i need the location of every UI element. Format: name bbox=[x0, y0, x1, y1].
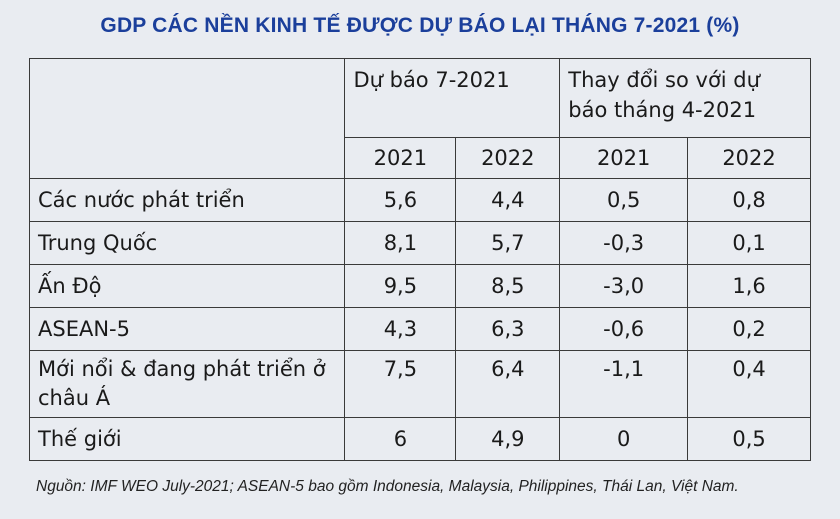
table-cell: 4,9 bbox=[455, 417, 561, 461]
column-header: 2022 bbox=[455, 137, 561, 179]
table-cell: 0,5 bbox=[687, 417, 811, 461]
table-cell: -1,1 bbox=[559, 350, 689, 418]
table-cell: 0,8 bbox=[687, 178, 811, 222]
table-cell: 6 bbox=[344, 417, 457, 461]
table-cell: 8,1 bbox=[344, 221, 457, 265]
row-label: Mới nổi & đang phát triển ở châu Á bbox=[28, 350, 346, 418]
table-cell: 4,3 bbox=[344, 307, 457, 351]
table-cell: 4,4 bbox=[455, 178, 561, 222]
row-label: Thế giới bbox=[28, 417, 346, 461]
table-cell: 1,6 bbox=[687, 264, 811, 308]
table-cell: 0 bbox=[559, 417, 689, 461]
table-cell: 6,4 bbox=[455, 350, 561, 418]
table-cell: 0,2 bbox=[687, 307, 811, 351]
table-cell: 8,5 bbox=[455, 264, 561, 308]
table-row: Ấn Độ 9,5 8,5 -3,0 1,6 bbox=[28, 264, 811, 308]
table-row: Các nước phát triển 5,6 4,4 0,5 0,8 bbox=[28, 178, 811, 222]
row-label: Trung Quốc bbox=[28, 221, 346, 265]
table-cell: 5,6 bbox=[344, 178, 457, 222]
table-cell: 6,3 bbox=[455, 307, 561, 351]
row-label: Ấn Độ bbox=[28, 264, 346, 308]
column-header: 2021 bbox=[344, 137, 457, 179]
table-row: Trung Quốc 8,1 5,7 -0,3 0,1 bbox=[28, 221, 811, 265]
row-label: ASEAN-5 bbox=[28, 307, 346, 351]
table-cell: 9,5 bbox=[344, 264, 457, 308]
chart-title: GDP CÁC NỀN KINH TẾ ĐƯỢC DỰ BÁO LẠI THÁN… bbox=[100, 14, 740, 37]
table-cell: 7,5 bbox=[344, 350, 457, 418]
table-cell: 0,4 bbox=[687, 350, 811, 418]
table-cell: -3,0 bbox=[559, 264, 689, 308]
group-header-forecast: Dự báo 7-2021 bbox=[344, 58, 561, 138]
table-cell: 0,1 bbox=[687, 221, 811, 265]
source-note: Nguồn: IMF WEO July-2021; ASEAN-5 bao gồ… bbox=[36, 478, 739, 495]
column-header: 2022 bbox=[687, 137, 811, 179]
table-cell: 5,7 bbox=[455, 221, 561, 265]
table-cell: 0,5 bbox=[559, 178, 689, 222]
gdp-table: Dự báo 7-2021 Thay đổi so với dự báo thá… bbox=[28, 58, 811, 461]
table-cell: -0,6 bbox=[559, 307, 689, 351]
corner-cell bbox=[28, 58, 346, 179]
column-header: 2021 bbox=[559, 137, 689, 179]
group-header-change: Thay đổi so với dự báo tháng 4-2021 bbox=[559, 58, 811, 138]
table-row: ASEAN-5 4,3 6,3 -0,6 0,2 bbox=[28, 307, 811, 351]
table-cell: -0,3 bbox=[559, 221, 689, 265]
table-row: Thế giới 6 4,9 0 0,5 bbox=[28, 417, 811, 461]
row-label: Các nước phát triển bbox=[28, 178, 346, 222]
table-row: Mới nổi & đang phát triển ở châu Á 7,5 6… bbox=[28, 350, 811, 418]
